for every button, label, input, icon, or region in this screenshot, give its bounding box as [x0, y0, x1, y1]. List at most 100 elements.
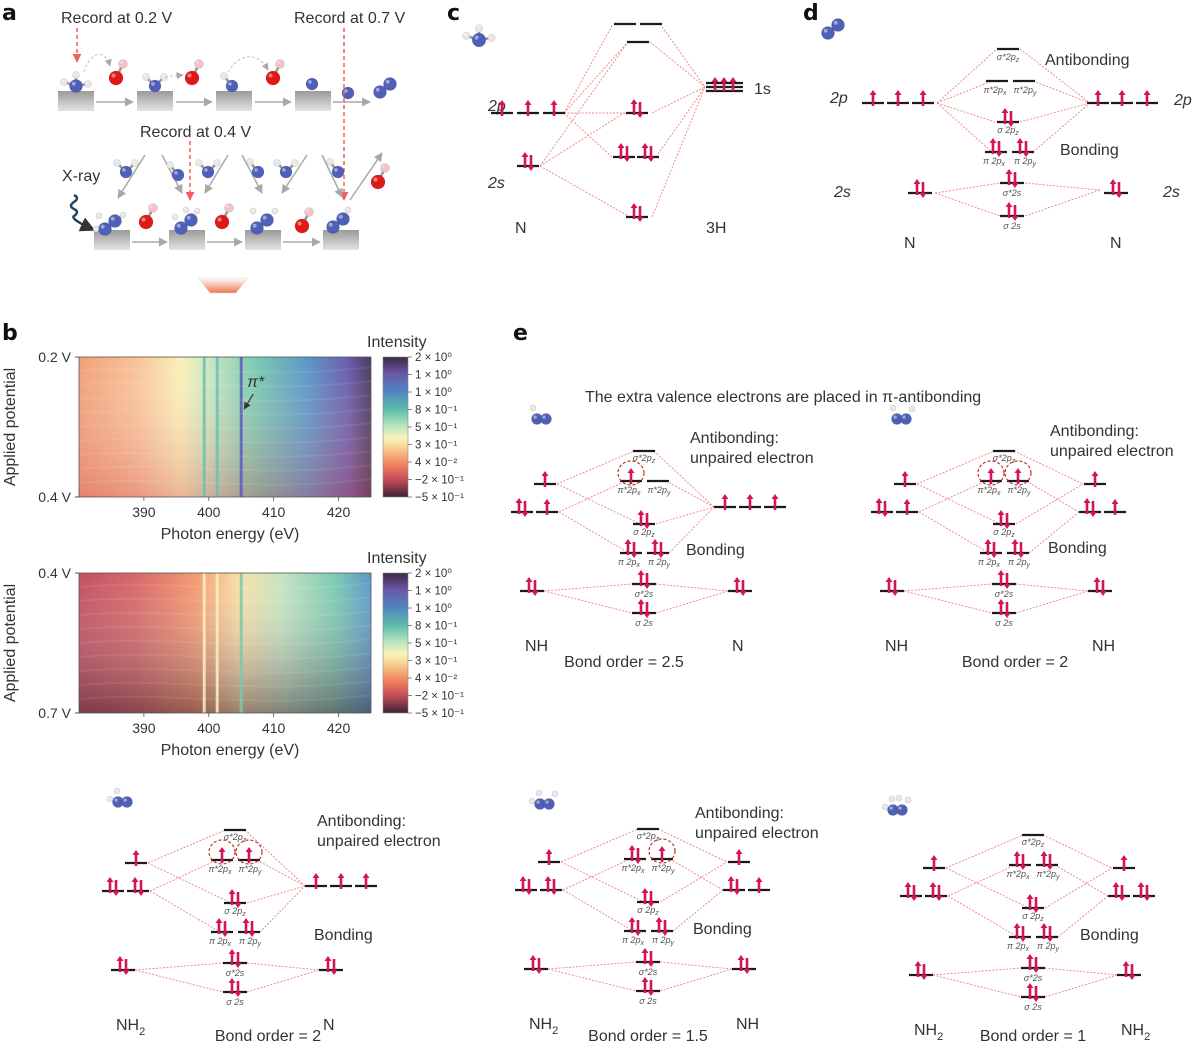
atom-label-right-n: N: [1110, 235, 1122, 252]
hydrogen-atom-highlight: [196, 61, 199, 64]
mo-label-subscript: y: [257, 869, 262, 876]
atom-label-3h: 3H: [706, 220, 726, 237]
electron-up-arrowhead: [624, 539, 632, 544]
x-tick-label: 390: [132, 504, 156, 520]
colorbar-tick-label: 8 × 10⁻¹: [415, 621, 457, 633]
pi-star-2py: [1007, 468, 1029, 484]
subscript: 2: [1144, 1031, 1150, 1043]
bonding-label: Bonding: [1060, 142, 1119, 159]
electron-down-arrowhead: [112, 891, 120, 896]
sigma-2s: [223, 978, 247, 997]
bond-order-label: Bond order = 2: [962, 654, 1068, 671]
hydrogen-atom-highlight: [114, 160, 117, 163]
orbital-correlation-line: [669, 858, 724, 891]
nitrogen-atom-highlight: [174, 171, 178, 175]
catalyst-surface: [169, 230, 205, 250]
electron-up-arrowhead: [218, 847, 226, 852]
electron-down-arrowhead: [630, 553, 638, 558]
electron-up-arrowhead: [655, 917, 663, 922]
colorbar-tick-label: 8 × 10⁻¹: [415, 405, 457, 417]
bond-order-label: Bond order = 1.5: [588, 1028, 708, 1045]
mo-label: σ*2s: [226, 968, 245, 978]
n2-mo-diagram: σ*2pz π*2px π*2py σ 2pz π 2px π 2py σ*2s σ 2s: [821, 18, 1158, 231]
h-1s-orbitals: [706, 77, 743, 93]
electron-down-arrowhead: [248, 932, 256, 937]
hydrogen-atom-highlight: [273, 209, 275, 211]
panel-letter-b: b: [2, 321, 18, 346]
right-fragment-2s: [1117, 961, 1141, 980]
xray-label: X-ray: [62, 168, 100, 185]
contour-band: [78, 680, 372, 688]
pi-star-2px: [620, 468, 642, 484]
panel-c: c 2p 2s 1s N 3H: [447, 1, 771, 237]
colorbar: [382, 356, 409, 498]
catalyst-surface: [323, 230, 359, 250]
mo-label: π*2px: [621, 863, 645, 875]
orbital-correlation-line: [539, 41, 629, 167]
hydrogen-atom: [535, 789, 543, 797]
heatmap-shading: [79, 357, 371, 497]
hydrogen-atom: [182, 206, 190, 214]
mo-label: π*2px: [208, 864, 232, 876]
mo-label-subscript: z: [655, 836, 660, 843]
nitrogen-atom-highlight: [545, 800, 549, 804]
sigma-2pz: [997, 108, 1019, 127]
x-tick-label: 410: [262, 504, 286, 520]
nitrogen-atom-highlight: [122, 168, 126, 172]
contour-band: [78, 408, 372, 416]
x-tick-label: 390: [132, 720, 156, 736]
left-n-2s-orbital: [908, 179, 932, 198]
orbital-correlation-line: [1057, 895, 1109, 938]
mo-label: π 2py: [1014, 156, 1037, 168]
electron-up-arrowhead: [651, 539, 659, 544]
hydrogen-atom-highlight: [94, 227, 96, 229]
heatmap-frame: [78, 356, 372, 498]
orbital-correlation-line: [903, 590, 993, 614]
orbital-correlation-line: [1044, 974, 1118, 998]
colorbar-tick-label: 3 × 10⁻¹: [415, 440, 457, 452]
orbital-correlation-line: [932, 974, 1022, 998]
mo-label: π 2px: [209, 936, 232, 948]
left-2s-label: 2s: [833, 184, 851, 201]
hydrogen-atom: [475, 24, 483, 33]
orbital-correlation-line: [945, 834, 1024, 869]
hydrogen-atom-highlight: [910, 407, 912, 409]
electron-down-arrowhead: [550, 890, 558, 895]
sigma-star-2s: [636, 948, 660, 967]
orbital-correlation-line: [1024, 189, 1101, 217]
electron-down-arrowhead: [733, 890, 741, 895]
electron-up-arrowhead: [215, 918, 223, 923]
hydrogen-atom: [193, 207, 201, 215]
hydrogen-atom-highlight: [143, 74, 146, 77]
electron-up-arrowhead: [1111, 499, 1119, 504]
sigma-2s: [632, 599, 656, 618]
hydrogen-atom-highlight: [115, 789, 117, 791]
electron-up-arrowhead: [521, 152, 529, 157]
electron-down-arrowhead: [891, 591, 899, 596]
electron-down-arrowhead: [634, 931, 642, 936]
orbital-correlation-line: [560, 861, 645, 903]
pi-2px: [1009, 923, 1031, 942]
hydrogen-atom: [344, 206, 352, 214]
mo-label: σ*2pz: [1022, 837, 1045, 849]
left-fragment-orbital: [102, 877, 124, 896]
mo-label-subscript: x: [636, 490, 641, 497]
sigma-2pz: [633, 510, 655, 529]
nitrogen-atom: [831, 18, 845, 32]
electron-down-arrowhead: [1017, 553, 1025, 558]
electron-up-arrowhead: [903, 499, 911, 504]
pi-2px: [980, 539, 1002, 558]
electron-up-arrowhead: [116, 956, 124, 961]
hydrogen-atom-highlight: [150, 205, 153, 208]
mo-label: π*2py: [1007, 485, 1031, 497]
nitrogen-atom-highlight: [328, 222, 333, 227]
electron-up-arrowhead: [658, 846, 666, 851]
unpaired-electron-circle: [208, 839, 236, 865]
left-fragment-2s: [520, 577, 544, 596]
left-fragment-orbital: [515, 876, 537, 895]
orbital-label-1s: 1s: [754, 81, 771, 98]
orbital-correlation-line: [246, 962, 320, 971]
spectral-feature-band: [215, 573, 219, 713]
hydrogen-atom: [84, 80, 92, 88]
mo-label: π*2px: [977, 485, 1001, 497]
